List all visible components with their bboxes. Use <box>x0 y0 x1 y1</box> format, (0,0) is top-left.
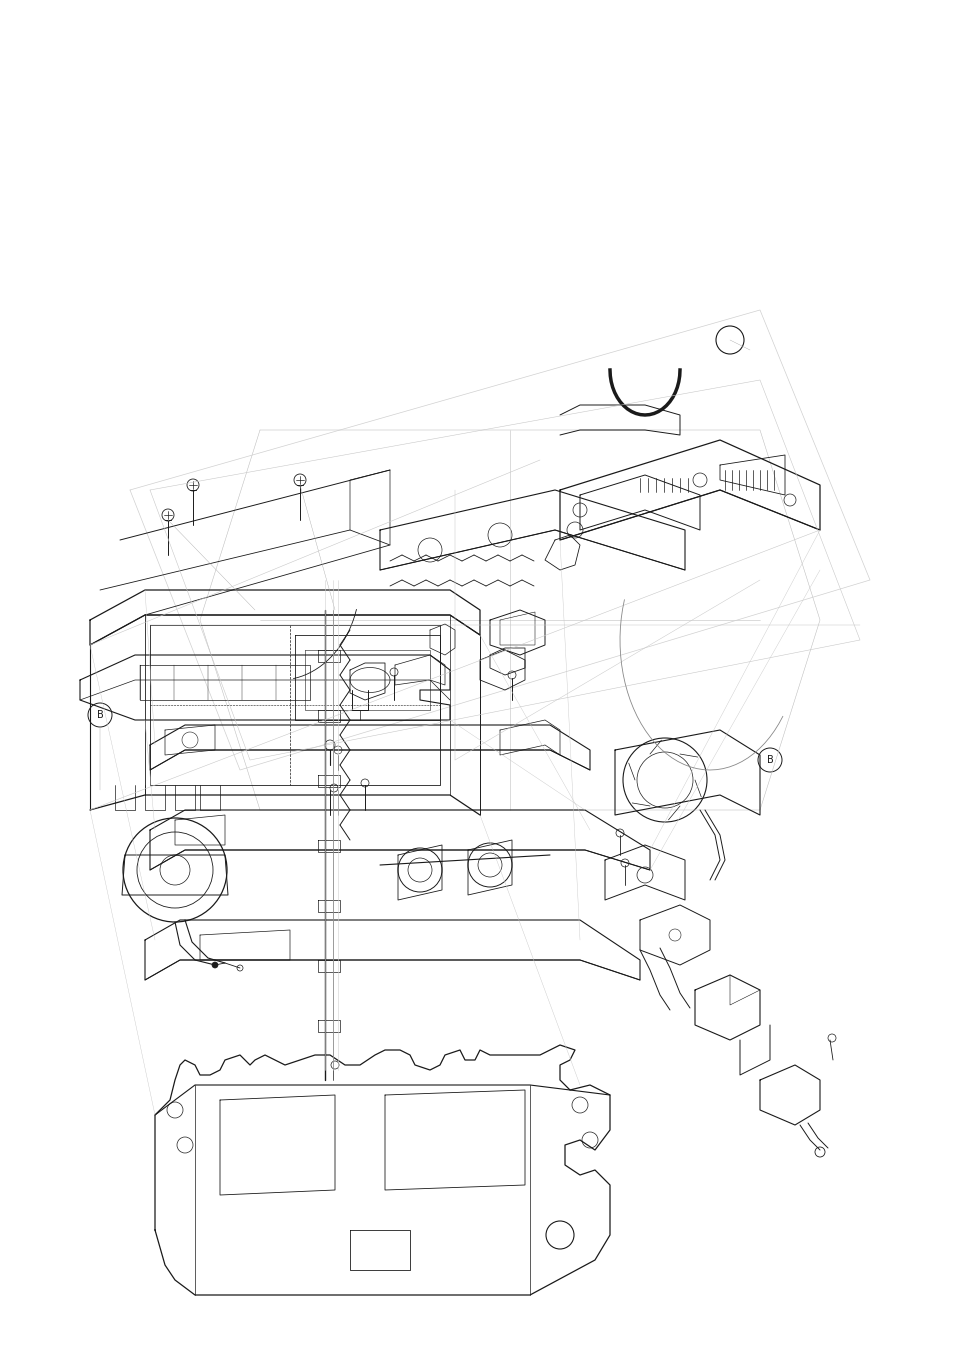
Text: B: B <box>766 755 773 765</box>
Text: B: B <box>96 711 103 720</box>
Circle shape <box>212 962 218 969</box>
